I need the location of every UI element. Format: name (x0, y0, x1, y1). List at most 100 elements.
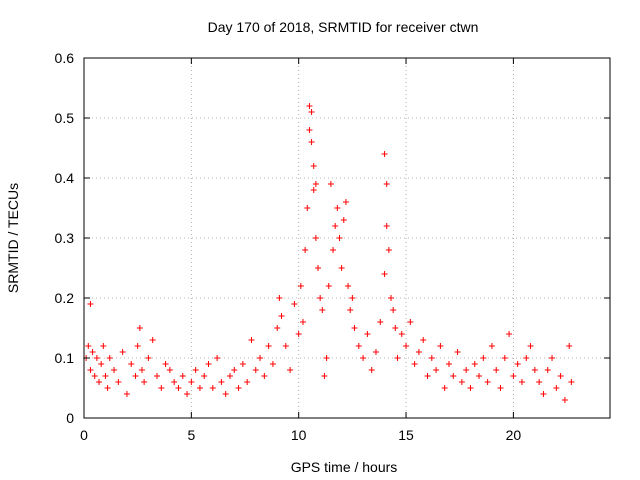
data-point (394, 355, 401, 361)
data-point (312, 181, 319, 187)
data-point (340, 217, 347, 223)
chart-title: Day 170 of 2018, SRMTID for receiver ctw… (208, 19, 479, 35)
data-point (244, 379, 251, 385)
data-point (342, 199, 349, 205)
data-point (252, 367, 259, 373)
data-points (83, 103, 575, 403)
data-point (364, 331, 371, 337)
y-axis-label: SRMTID / TECUs (5, 183, 21, 293)
x-tick-label: 15 (398, 427, 414, 443)
data-point (568, 379, 575, 385)
data-point (372, 349, 379, 355)
data-point (544, 367, 551, 373)
data-point (553, 385, 560, 391)
y-tick-labels: 0 0.1 0.2 0.3 0.4 0.5 0.6 (55, 50, 75, 426)
data-point (383, 181, 390, 187)
data-point (484, 379, 491, 385)
x-tick-label: 10 (291, 427, 307, 443)
data-point (321, 373, 328, 379)
data-point (98, 361, 105, 367)
data-point (248, 337, 255, 343)
data-point (261, 373, 268, 379)
data-point (282, 343, 289, 349)
data-point (269, 361, 276, 367)
data-point (310, 187, 317, 193)
data-point (319, 307, 326, 313)
data-point (104, 385, 111, 391)
data-point (501, 355, 508, 361)
data-point (368, 367, 375, 373)
data-point (239, 361, 246, 367)
x-tick-labels: 0 5 10 15 20 (80, 427, 521, 443)
data-point (450, 373, 457, 379)
data-point (91, 373, 98, 379)
data-point (463, 367, 470, 373)
y-tick-label: 0 (66, 410, 74, 426)
data-point (310, 163, 317, 169)
data-point (549, 355, 556, 361)
data-point (398, 331, 405, 337)
data-point (96, 379, 103, 385)
data-point (480, 355, 487, 361)
data-point (493, 367, 500, 373)
data-point (392, 325, 399, 331)
data-point (123, 391, 130, 397)
data-point (205, 361, 212, 367)
y-tick-label: 0.4 (55, 170, 75, 186)
data-point (385, 247, 392, 253)
data-point (287, 367, 294, 373)
data-point (226, 373, 233, 379)
data-point (433, 367, 440, 373)
data-point (196, 385, 203, 391)
y-tick-label: 0.3 (55, 230, 75, 246)
data-point (351, 325, 358, 331)
data-point (149, 337, 156, 343)
data-point (145, 355, 152, 361)
data-point (488, 343, 495, 349)
data-point (184, 391, 191, 397)
data-point (518, 379, 525, 385)
data-point (349, 295, 356, 301)
data-point (527, 343, 534, 349)
data-point (153, 373, 160, 379)
data-point (308, 109, 315, 115)
data-point (407, 319, 414, 325)
data-point (128, 361, 135, 367)
data-point (381, 151, 388, 157)
data-point (102, 373, 109, 379)
data-point (415, 349, 422, 355)
data-point (257, 355, 264, 361)
data-point (297, 283, 304, 289)
data-point (420, 337, 427, 343)
data-point (383, 223, 390, 229)
data-point (308, 139, 315, 145)
data-point (327, 181, 334, 187)
data-point (514, 361, 521, 367)
data-point (278, 313, 285, 319)
data-point (134, 343, 141, 349)
data-point (338, 265, 345, 271)
data-point (265, 343, 272, 349)
data-point (218, 379, 225, 385)
data-point (175, 385, 182, 391)
data-point (345, 283, 352, 289)
data-point (566, 343, 573, 349)
data-point (276, 295, 283, 301)
data-point (441, 385, 448, 391)
data-point (214, 355, 221, 361)
data-point (274, 325, 281, 331)
data-point (403, 343, 410, 349)
data-point (497, 385, 504, 391)
data-point (235, 385, 242, 391)
data-point (306, 127, 313, 133)
data-point (557, 373, 564, 379)
data-point (111, 367, 118, 373)
data-point (299, 319, 306, 325)
data-point (454, 349, 461, 355)
data-point (424, 373, 431, 379)
data-point (388, 295, 395, 301)
data-point (445, 361, 452, 367)
y-tick-label: 0.6 (55, 50, 75, 66)
data-point (411, 361, 418, 367)
